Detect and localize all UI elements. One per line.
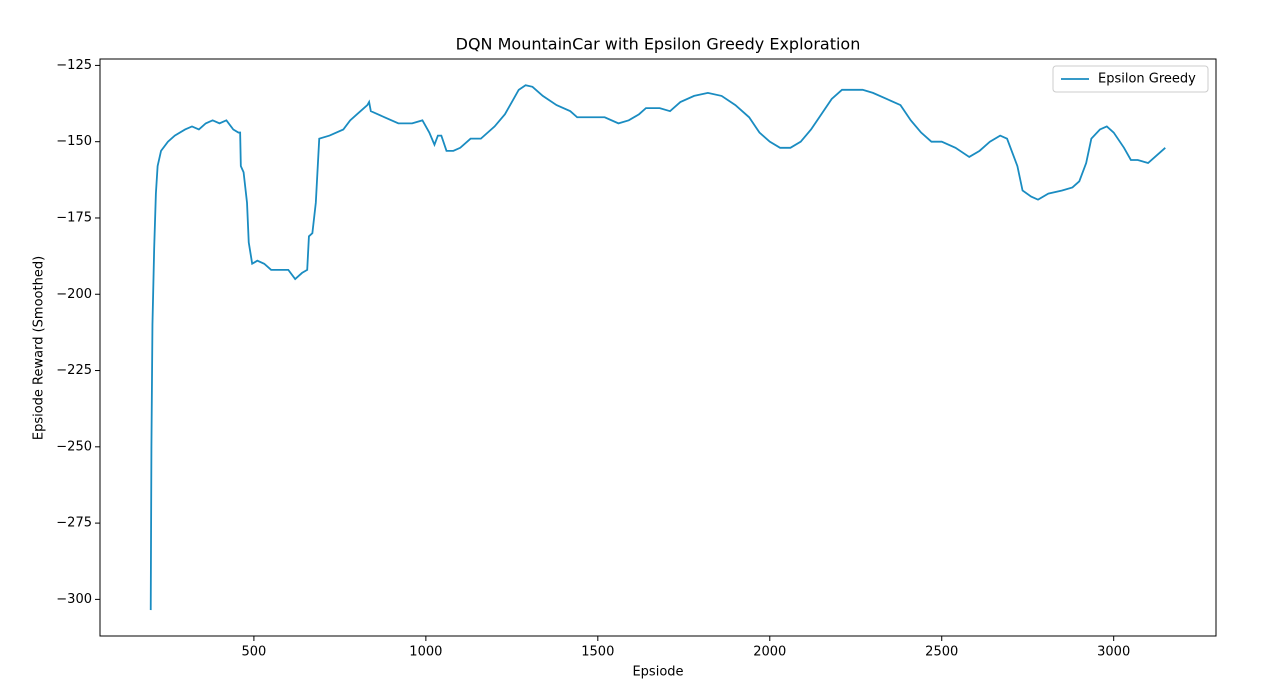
y-tick-label: −225 <box>56 363 92 378</box>
x-axis-label: Epsiode <box>632 665 683 680</box>
y-tick-label: −200 <box>56 287 92 302</box>
x-tick-label: 1500 <box>581 645 614 660</box>
x-tick-label: 2000 <box>753 645 786 660</box>
legend-box <box>1052 65 1209 93</box>
y-tick-label: −150 <box>56 134 92 149</box>
x-tick-label: 3000 <box>1097 645 1130 660</box>
chart-title: DQN MountainCar with Epsilon Greedy Expl… <box>456 35 861 54</box>
y-axis-label: Epsiode Reward (Smoothed) <box>32 256 47 440</box>
y-tick-label: −275 <box>56 516 92 531</box>
y-tick-label: −125 <box>56 58 92 73</box>
y-tick-label: −300 <box>56 592 92 607</box>
legend-label: Epsilon Greedy <box>1098 72 1196 87</box>
legend: Epsilon Greedy <box>1052 65 1209 93</box>
plot-frame <box>99 58 1217 637</box>
x-tick-label: 2500 <box>925 645 958 660</box>
x-tick-label: 1000 <box>409 645 442 660</box>
x-tick-label: 500 <box>241 645 266 660</box>
y-tick-label: −175 <box>56 210 92 225</box>
y-tick-label: −250 <box>56 439 92 454</box>
line-series <box>149 84 1166 611</box>
